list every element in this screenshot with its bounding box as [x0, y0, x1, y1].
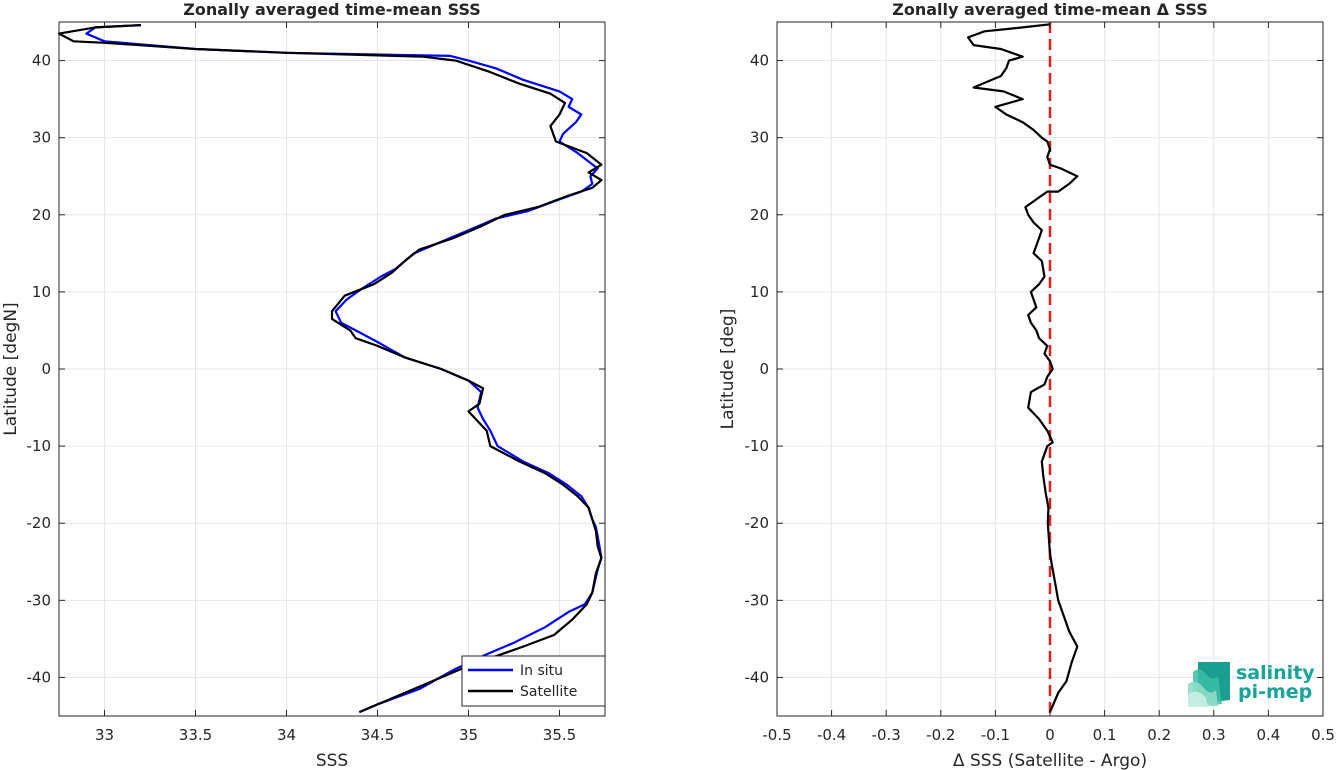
x-tick-label: -0.1	[981, 726, 1010, 744]
y-tick-label: 0	[759, 360, 769, 378]
wave-logo-icon	[1188, 662, 1230, 707]
x-tick-label: -0.3	[872, 726, 901, 744]
salinity-pi-mep-logo: salinity pi-mep	[1188, 662, 1315, 707]
x-tick-label: 0.4	[1256, 726, 1280, 744]
y-tick-label: -40	[27, 668, 52, 686]
x-axis-label: Δ SSS (Satellite - Argo)	[953, 751, 1147, 770]
legend-label-satellite: Satellite	[520, 684, 577, 700]
y-tick-label: 40	[750, 52, 769, 70]
y-tick-label: -30	[27, 591, 52, 609]
y-axis-label: Latitude [deg]	[718, 309, 738, 430]
legend-box	[461, 655, 606, 707]
logo-text-pi-mep: pi-mep	[1238, 681, 1312, 703]
chart-title: Zonally averaged time-mean Δ SSS	[892, 0, 1208, 19]
chart-title: Zonally averaged time-mean SSS	[183, 0, 481, 19]
x-axis-label: SSS	[316, 751, 348, 770]
x-tick-label: 0.5	[1311, 726, 1335, 744]
y-tick-label: 20	[32, 206, 51, 224]
x-tick-label: 0.2	[1147, 726, 1171, 744]
x-tick-label: -0.2	[926, 726, 955, 744]
x-tick-label: 33.5	[179, 726, 212, 744]
y-tick-label: 0	[41, 360, 51, 378]
series-line-satellite	[57, 24, 603, 714]
x-tick-label: 0.1	[1093, 726, 1117, 744]
legend-label-in-situ: In situ	[520, 663, 563, 679]
y-tick-label: 40	[32, 52, 51, 70]
x-tick-label: 0.3	[1202, 726, 1226, 744]
logo-text-salinity: salinity	[1236, 662, 1315, 684]
x-tick-label: 35	[459, 726, 478, 744]
y-tick-label: -30	[745, 591, 770, 609]
y-tick-label: -10	[745, 437, 770, 455]
y-tick-label: 20	[750, 206, 769, 224]
series-line-0	[967, 23, 1079, 713]
y-tick-label: -20	[27, 514, 52, 532]
y-tick-label: -10	[27, 437, 52, 455]
x-tick-label: 34.5	[361, 726, 394, 744]
legend: In situ Satellite	[461, 655, 606, 707]
y-tick-label: 10	[750, 283, 769, 301]
y-tick-label: 30	[32, 129, 51, 147]
y-tick-label: 10	[32, 283, 51, 301]
x-tick-label: -0.5	[762, 726, 791, 744]
x-tick-label: 33	[95, 726, 114, 744]
x-tick-label: -0.4	[817, 726, 846, 744]
left-plot-sss: 33 33.5 34 34.5 35 35.5 -40 -30 -20 -10 0 10 20 30 40 Z…	[1, 0, 606, 770]
x-tick-label: 34	[277, 726, 296, 744]
y-axis-label: Latitude [degN]	[1, 302, 21, 435]
x-tick-label: 35.5	[543, 726, 576, 744]
x-tick-label: 0	[1045, 726, 1055, 744]
right-plot-delta-sss: -0.5 -0.4 -0.3 -0.2 -0.1 0 0.1 0.2 0.3 0.4 0.5 -40 -…	[718, 0, 1335, 770]
y-tick-label: -20	[745, 514, 770, 532]
y-tick-label: 30	[750, 129, 769, 147]
y-tick-label: -40	[745, 668, 770, 686]
